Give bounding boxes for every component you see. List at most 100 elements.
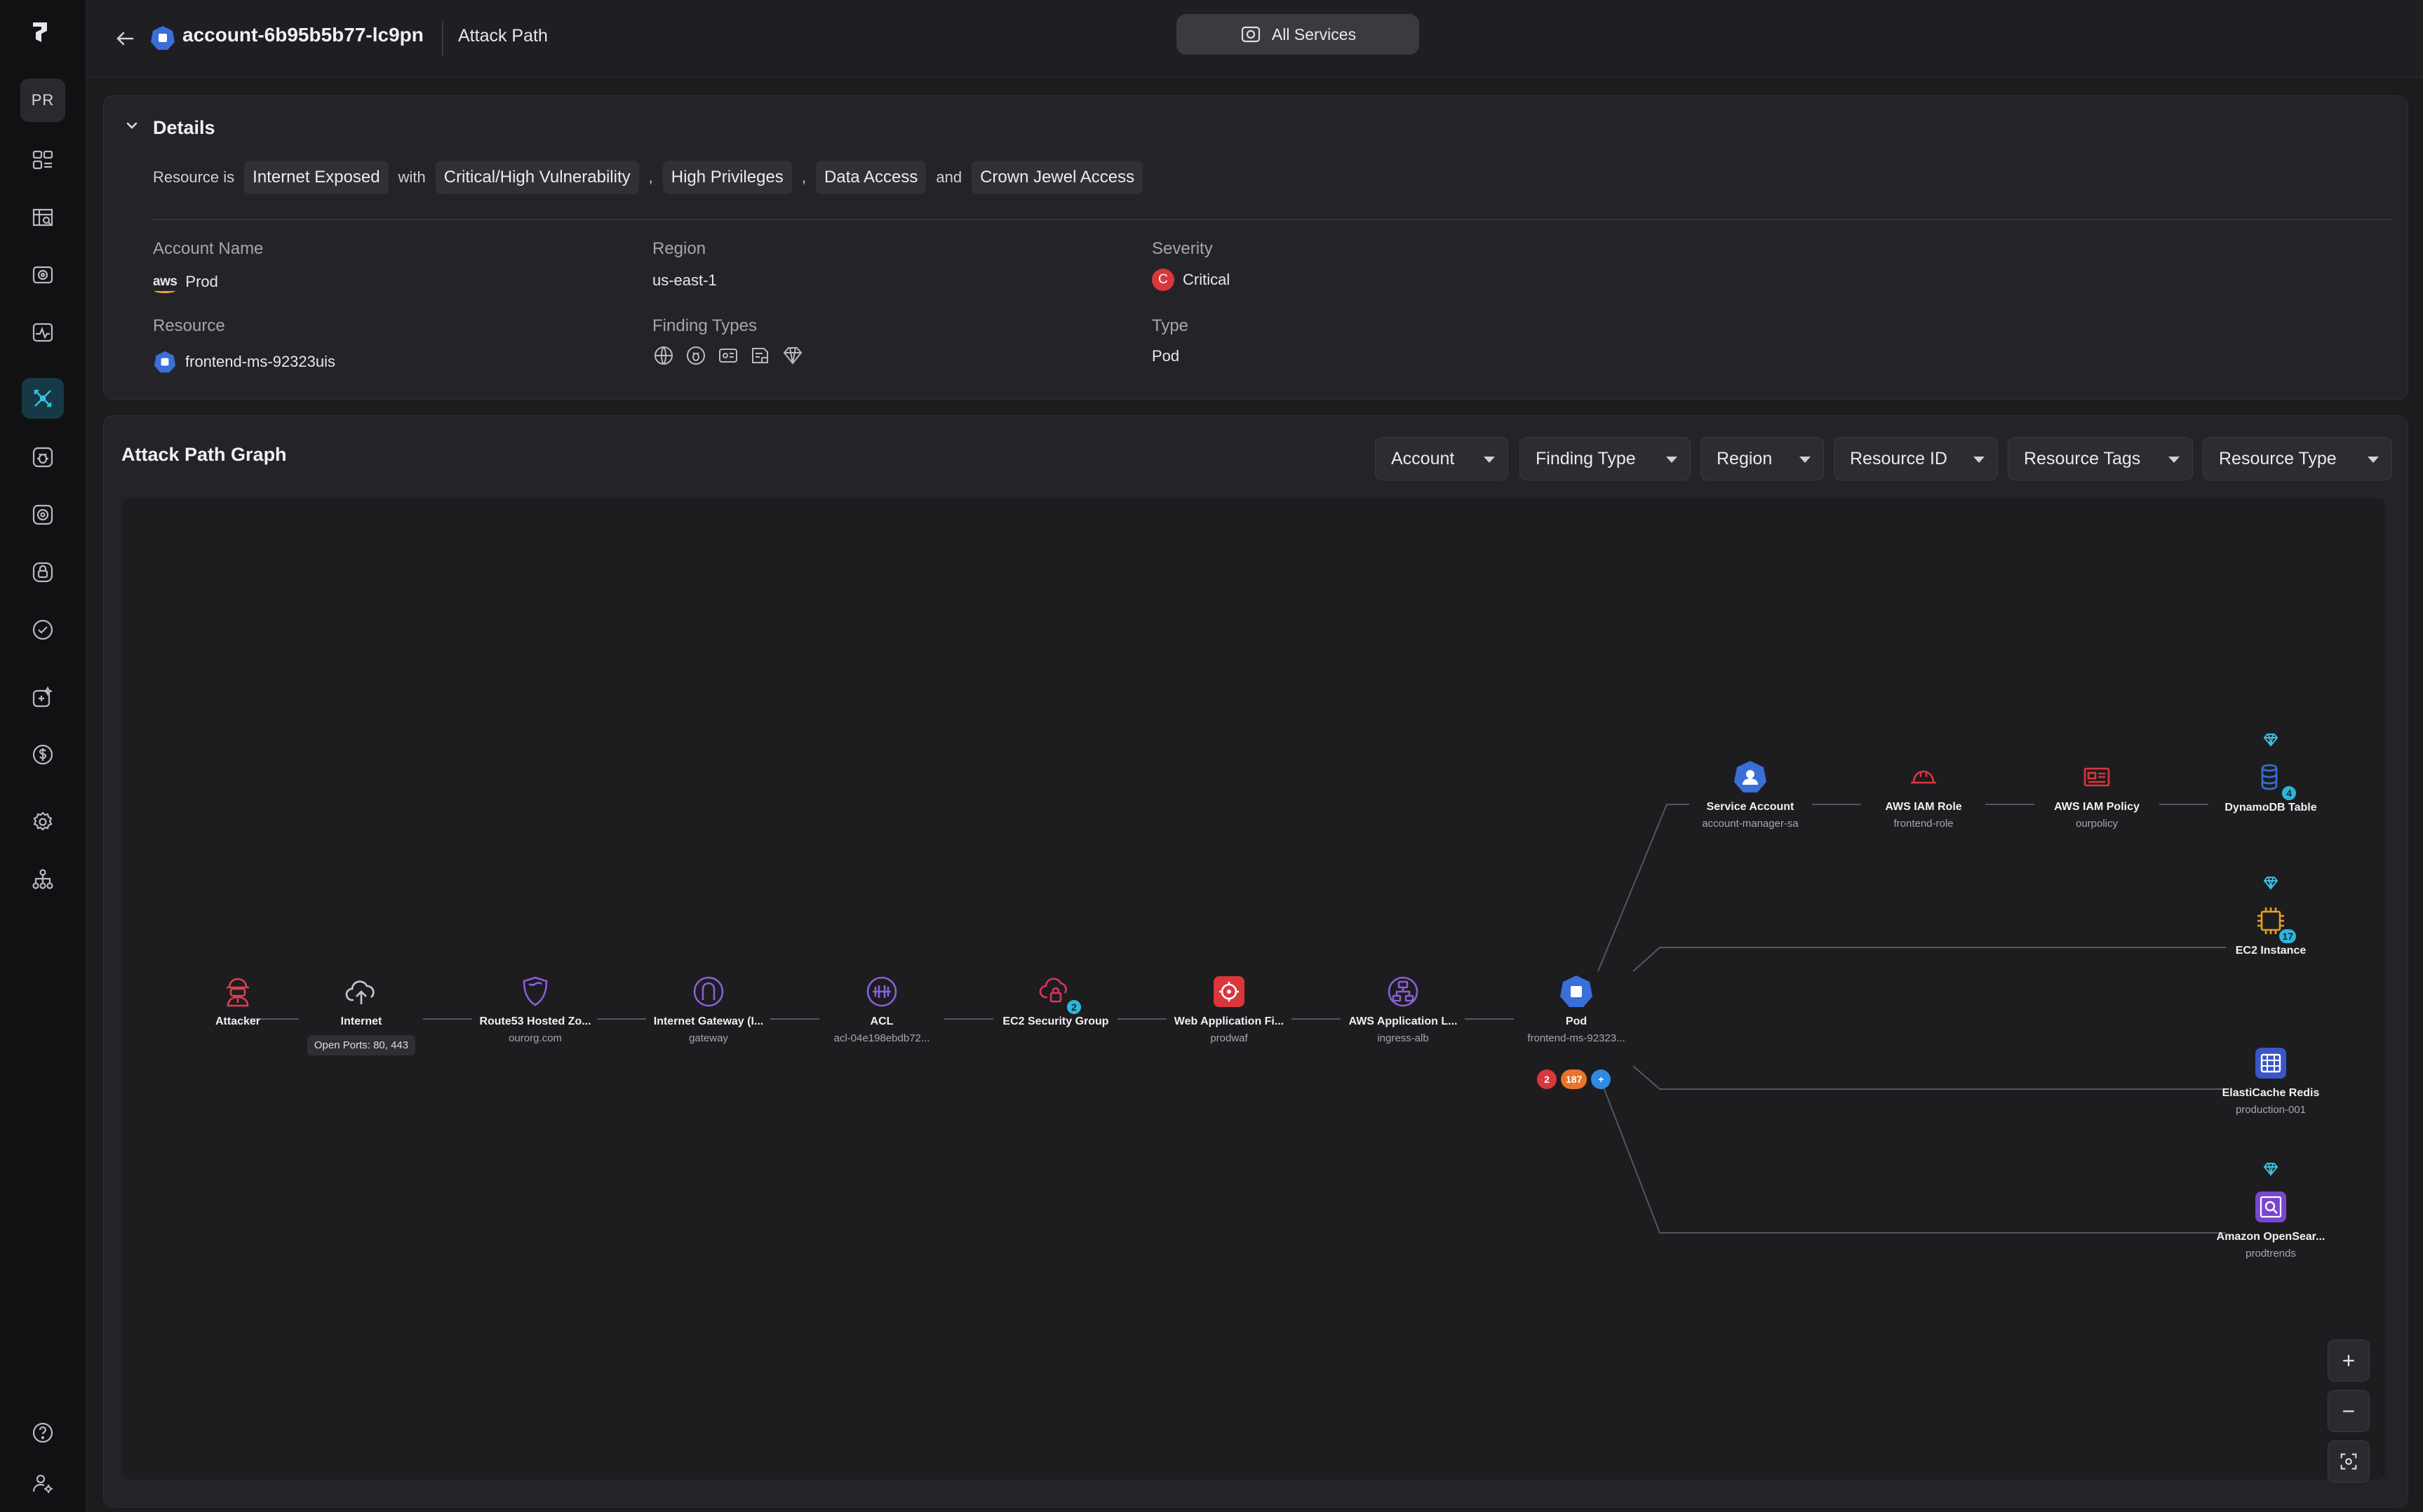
camera-icon[interactable] [22, 255, 64, 295]
org-tree-icon[interactable] [22, 859, 64, 900]
summary-and: and [936, 168, 962, 186]
org-avatar[interactable]: PR [20, 79, 65, 122]
lock-icon[interactable] [22, 552, 64, 593]
chip-internet-exposed: Internet Exposed [244, 161, 389, 194]
node-acl[interactable]: ACL acl-04e198ebdb72... [812, 973, 952, 1044]
node-sub: production-001 [2235, 1104, 2307, 1116]
node-dynamodb-table[interactable]: 4 DynamoDB Table [2201, 731, 2341, 814]
node-name: Internet [340, 1015, 382, 1027]
breadcrumb[interactable]: Attack Path [458, 26, 548, 46]
filter-resource-id-label: Resource ID [1850, 448, 1947, 468]
sidebar: PR [0, 0, 86, 1512]
node-ec2-security-group[interactable]: 2 EC2 Security Group [986, 973, 1126, 1028]
route53-shield-icon [517, 973, 553, 1010]
filter-resource-tags[interactable]: Resource Tags [2008, 437, 2193, 480]
node-amazon-opensearch[interactable]: Amazon OpenSear... prodtrends [2201, 1161, 2341, 1260]
node-route53[interactable]: Route53 Hosted Zo... ourorg.com [465, 973, 605, 1044]
region-label: Region [652, 239, 706, 258]
crown-jewel-icon [2262, 1161, 2279, 1177]
node-application-load-balancer[interactable]: AWS Application L... ingress-alb [1333, 973, 1473, 1044]
node-internet[interactable]: Internet Open Ports: 80, 443 [291, 973, 431, 1055]
zoom-out-button[interactable]: − [2328, 1390, 2370, 1432]
details-title[interactable]: Details [153, 117, 215, 138]
back-arrow-icon[interactable] [112, 25, 138, 52]
zoom-in-button[interactable]: + [2328, 1339, 2370, 1382]
chevron-down-icon[interactable] [123, 117, 140, 134]
shield-plus-icon[interactable] [22, 677, 64, 717]
node-name: AWS Application L... [1348, 1015, 1458, 1027]
check-circle-icon[interactable] [22, 609, 64, 650]
elasticache-icon [2253, 1045, 2289, 1081]
opensearch-icon [2253, 1189, 2289, 1225]
settings-icon[interactable] [22, 802, 64, 842]
pod-finding-badges: 2 187 + [1537, 1069, 1611, 1089]
node-web-application-firewall[interactable]: Web Application Fi... prodwaf [1159, 973, 1299, 1044]
filter-finding-type[interactable]: Finding Type [1519, 437, 1691, 480]
severity-text: Critical [1183, 271, 1230, 288]
acl-icon [864, 973, 900, 1010]
node-ec2-instance[interactable]: 17 EC2 Instance [2201, 875, 2341, 957]
cloud-upload-icon [343, 973, 380, 1010]
node-name: EC2 Instance [2235, 945, 2307, 957]
edge-pod-opensearch [1597, 1072, 2226, 1234]
summary-comma-2: , [801, 168, 806, 186]
node-name: Internet Gateway (I... [653, 1015, 764, 1027]
node-sub: ourorg.com [509, 1032, 562, 1044]
node-name: EC2 Security Group [1002, 1015, 1109, 1027]
chip-high-privileges: High Privileges [662, 161, 792, 194]
help-icon[interactable] [22, 1412, 64, 1453]
severity-value: C Critical [1152, 269, 1230, 291]
node-pod[interactable]: Pod frontend-ms-92323... [1506, 973, 1646, 1044]
finding-types-icons [652, 344, 804, 367]
filter-resource-id[interactable]: Resource ID [1834, 437, 1998, 480]
brand-logo-icon[interactable] [26, 18, 54, 46]
node-name: DynamoDB Table [2224, 802, 2317, 814]
user-settings-icon[interactable] [22, 1463, 64, 1504]
fit-view-icon [2340, 1453, 2357, 1470]
more-findings-button[interactable]: + [1591, 1069, 1611, 1089]
resource-value[interactable]: frontend-ms-92323uis [153, 350, 335, 374]
activity-icon[interactable] [22, 312, 64, 353]
crown-jewel-icon [2262, 731, 2279, 748]
data-access-icon [752, 348, 768, 363]
caret-down-icon [1973, 457, 1985, 463]
type-value: Pod [1152, 347, 1180, 365]
node-internet-gateway[interactable]: Internet Gateway (I... gateway [638, 973, 779, 1044]
high-count-badge[interactable]: 187 [1561, 1069, 1588, 1089]
filter-region-label: Region [1717, 448, 1773, 468]
node-attacker[interactable]: Attacker [168, 973, 308, 1028]
graph-edges [250, 804, 2226, 1234]
dollar-icon[interactable] [22, 734, 64, 775]
filter-region[interactable]: Region [1700, 437, 1824, 480]
target-icon[interactable] [22, 494, 64, 535]
graph-canvas[interactable]: Attacker Internet Open Ports: 80, 443 Ro… [121, 498, 2386, 1483]
summary-with: with [398, 168, 426, 186]
filter-resource-type[interactable]: Resource Type [2203, 437, 2392, 480]
account-name-label: Account Name [153, 239, 264, 258]
dashboard-icon[interactable] [22, 140, 64, 180]
filter-resource-type-label: Resource Type [2219, 448, 2337, 468]
node-sub: frontend-ms-92323... [1527, 1032, 1625, 1044]
finding-types-label: Finding Types [652, 316, 757, 335]
resource-text: frontend-ms-92323uis [185, 353, 336, 370]
filter-account[interactable]: Account [1375, 437, 1508, 480]
attack-path-icon[interactable] [22, 378, 64, 419]
node-elasticache-redis[interactable]: ElastiCache Redis production-001 [2201, 1045, 2341, 1116]
caret-down-icon [2368, 457, 2379, 463]
node-service-account[interactable]: Service Account account-manager-sa [1680, 759, 1820, 830]
critical-count-badge[interactable]: 2 [1537, 1069, 1557, 1089]
node-iam-policy[interactable]: AWS IAM Policy ourpolicy [2027, 759, 2167, 830]
node-sub: acl-04e198ebdb72... [833, 1032, 930, 1044]
open-ports-tag: Open Ports: 80, 443 [307, 1035, 416, 1055]
inventory-map-icon[interactable] [22, 197, 64, 238]
count-badge: 17 [2278, 928, 2297, 945]
bug-icon[interactable] [22, 437, 64, 478]
edge-pod-redis [1632, 1065, 2226, 1090]
node-sub: ingress-alb [1377, 1032, 1429, 1044]
node-iam-role[interactable]: AWS IAM Role frontend-role [1853, 759, 1994, 830]
camera-icon [1241, 26, 1261, 43]
all-services-button[interactable]: All Services [1176, 14, 1419, 55]
chip-crown-jewel-access: Crown Jewel Access [972, 161, 1143, 194]
severity-badge: C [1152, 269, 1174, 291]
fit-view-button[interactable] [2328, 1440, 2370, 1483]
